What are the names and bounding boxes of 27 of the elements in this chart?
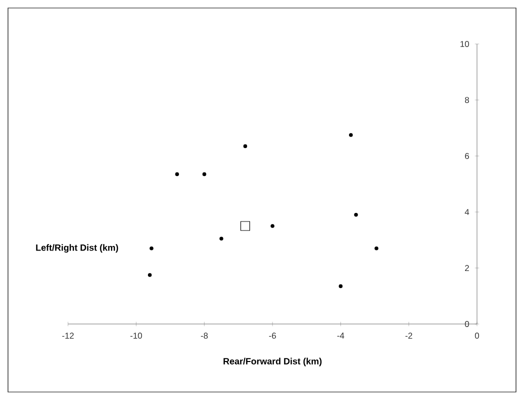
point bbox=[148, 273, 152, 277]
point bbox=[374, 246, 378, 250]
point bbox=[270, 224, 274, 228]
y-tick-label: 0 bbox=[464, 320, 469, 328]
x-tick-label: 0 bbox=[474, 332, 480, 339]
y-tick-label: 8 bbox=[464, 97, 469, 104]
point bbox=[240, 221, 250, 231]
x-tick-label: -2 bbox=[405, 332, 412, 339]
point bbox=[243, 144, 248, 148]
x-axis-title: Rear/Forward Dist (km) bbox=[224, 358, 322, 366]
x-tick-label: -12 bbox=[62, 332, 74, 339]
y-axis-title: Left/Right Dist (km) bbox=[36, 244, 118, 253]
point bbox=[338, 284, 343, 288]
point bbox=[175, 172, 179, 176]
y-tick-label: 2 bbox=[465, 265, 469, 271]
x-tick-label: -6 bbox=[269, 332, 276, 339]
point bbox=[348, 133, 353, 137]
point bbox=[219, 236, 224, 240]
x-tick-label: -10 bbox=[130, 332, 142, 339]
point bbox=[202, 172, 206, 176]
y-tick-label: 4 bbox=[464, 209, 470, 215]
point bbox=[354, 212, 358, 217]
y-tick-label: 10 bbox=[460, 41, 469, 48]
x-tick-label: -4 bbox=[337, 332, 344, 339]
point bbox=[150, 246, 154, 250]
y-tick-label: 6 bbox=[465, 153, 469, 160]
x-tick-label: -8 bbox=[200, 332, 208, 339]
